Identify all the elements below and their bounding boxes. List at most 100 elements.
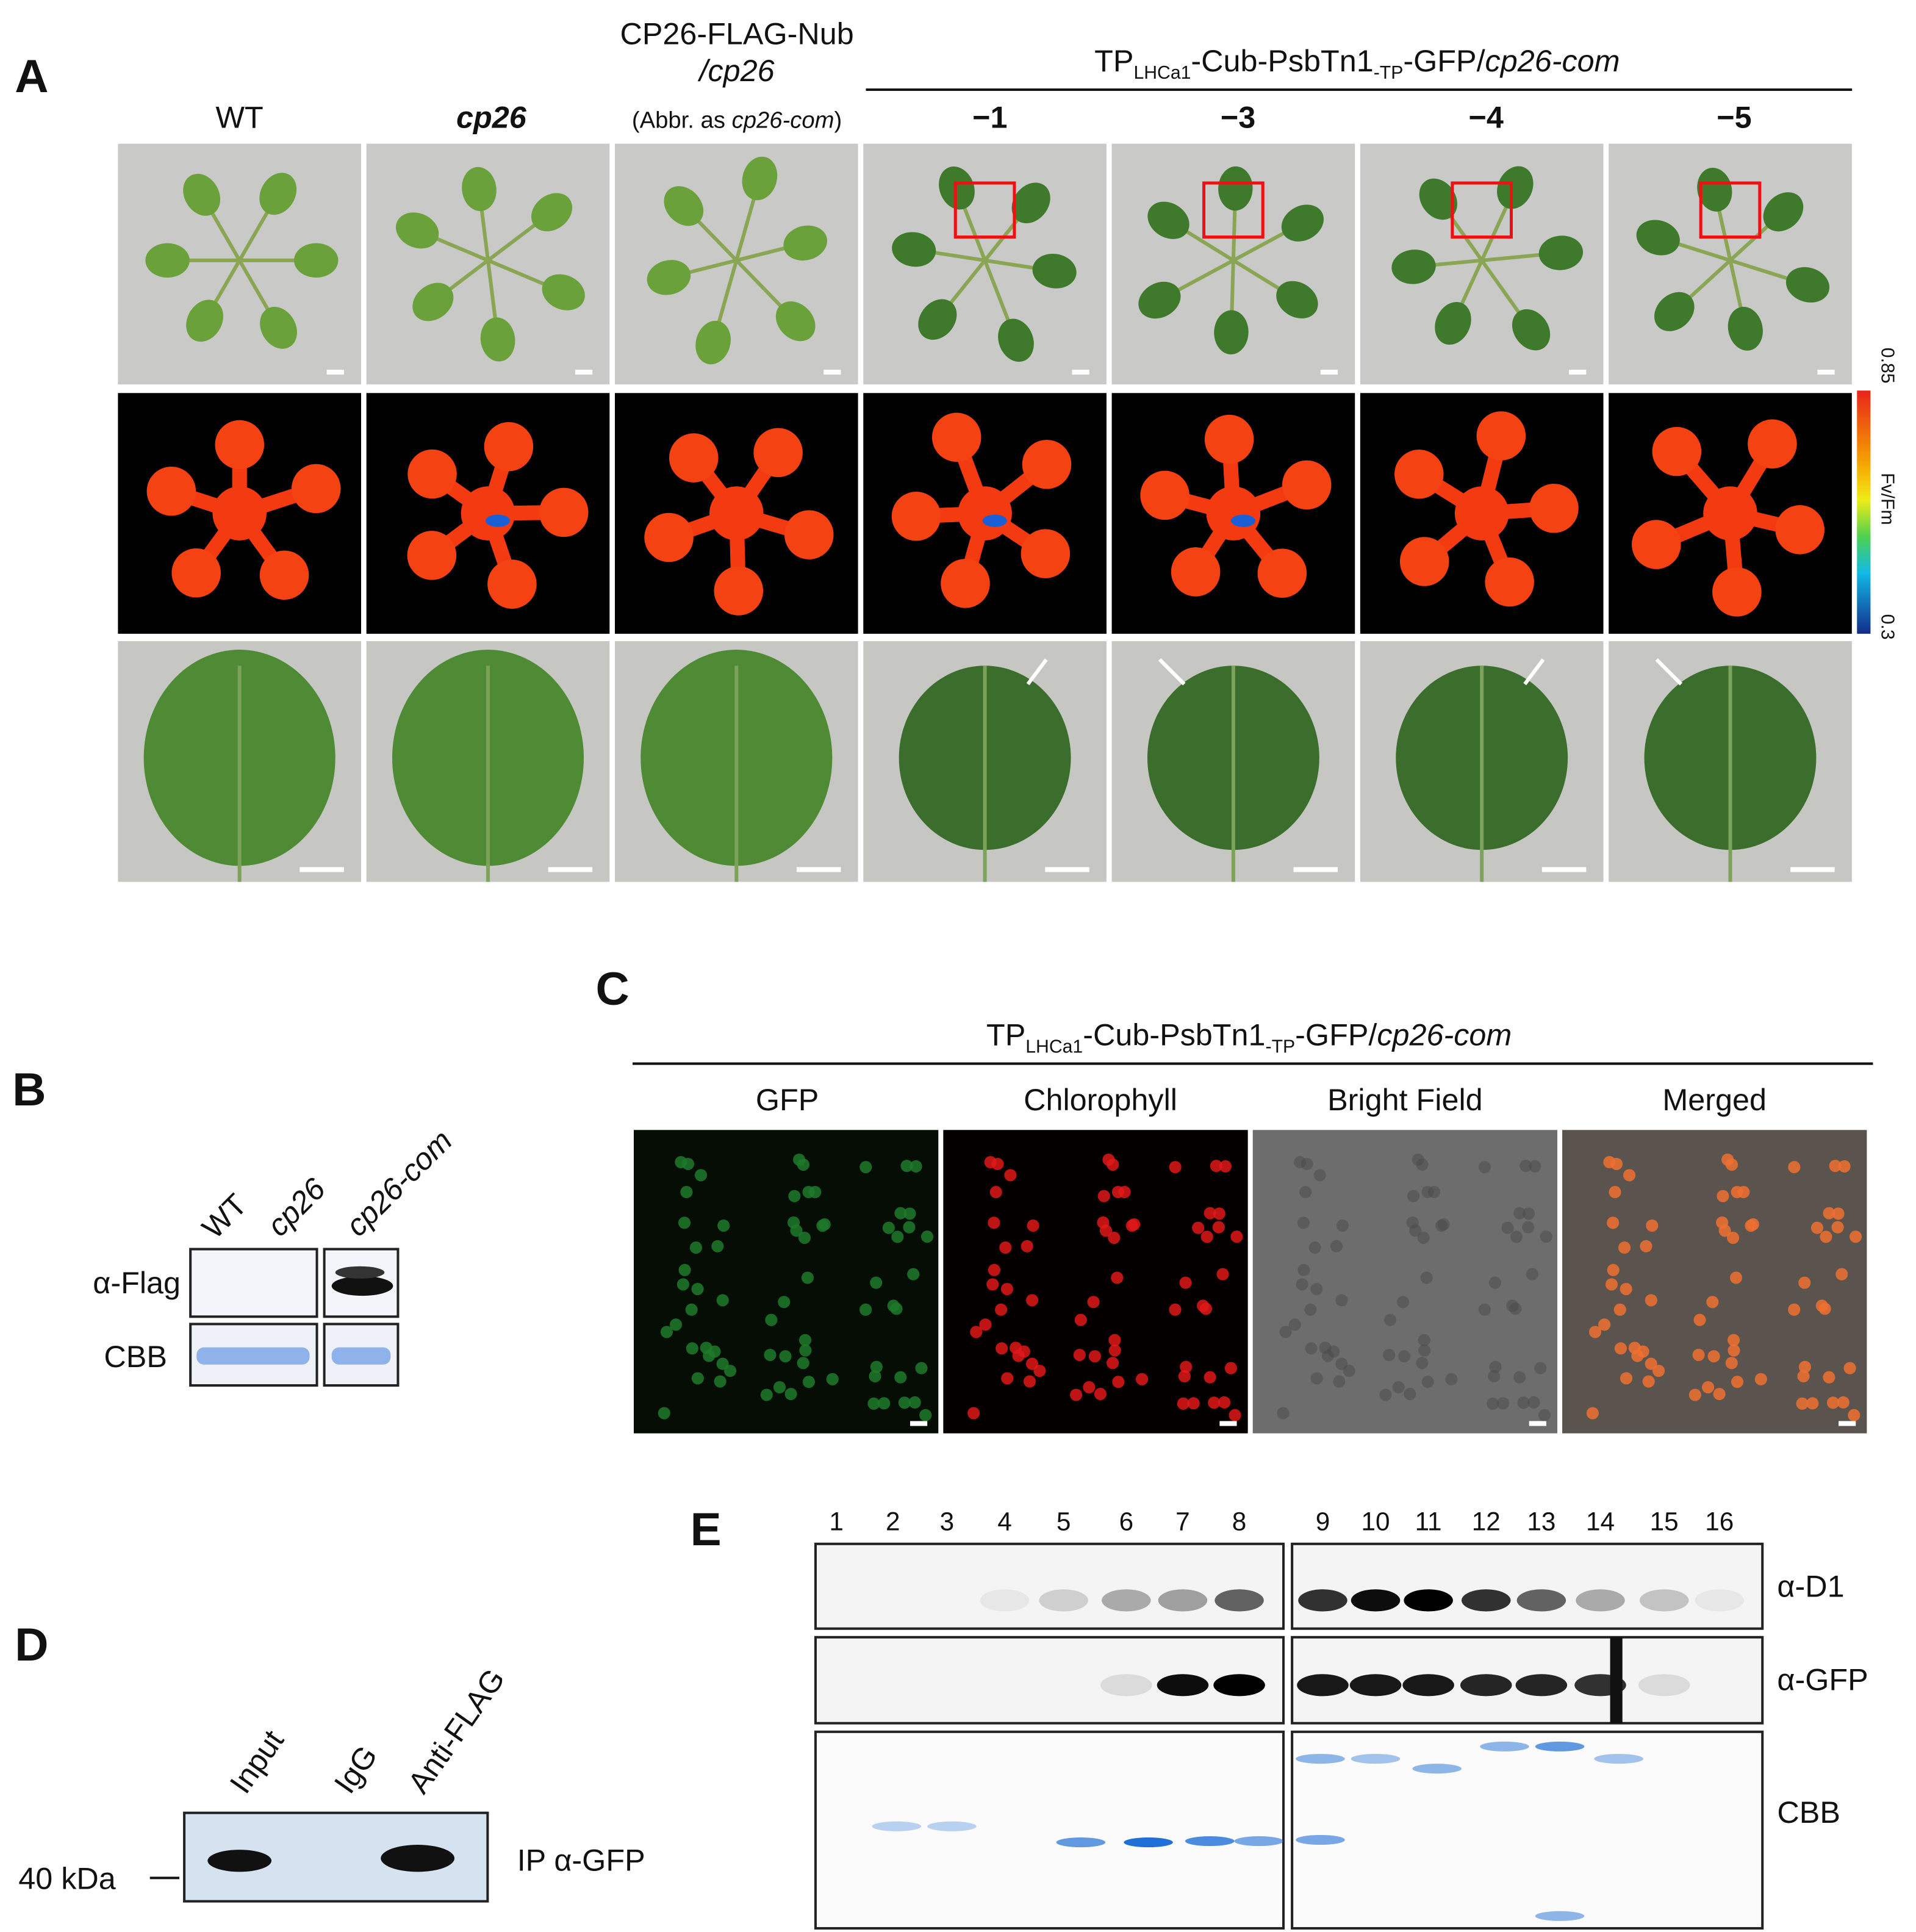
chloroplast (1798, 1360, 1812, 1373)
colorbar-label: Fv/Fm (1878, 473, 1898, 525)
band (980, 1589, 1030, 1612)
leaf (487, 559, 537, 609)
chloroplast (1832, 1207, 1845, 1220)
chloroplast (1478, 1303, 1491, 1316)
scale-bar (300, 867, 344, 872)
lane-label: WT (195, 1187, 254, 1246)
leaf (742, 156, 778, 201)
scale-bar (1569, 370, 1587, 375)
chloroplast (1383, 1348, 1396, 1362)
chloroplast (1088, 1350, 1101, 1363)
chloroplast (1642, 1375, 1655, 1388)
chloroplast (1488, 1370, 1501, 1383)
chloroplast (1523, 1207, 1535, 1220)
band (331, 1276, 393, 1296)
chloroplast (1169, 1161, 1182, 1174)
chloroplast (717, 1219, 730, 1232)
chloroplast (1200, 1230, 1213, 1243)
chloroplast (1646, 1219, 1659, 1232)
chloroplast (1404, 1388, 1416, 1401)
leaf (186, 300, 223, 342)
arrow (1158, 658, 1186, 686)
chloroplast (989, 1186, 1002, 1199)
chloroplast (1820, 1230, 1832, 1243)
chloroplast (1073, 1348, 1086, 1362)
scale-bar (1529, 1421, 1546, 1426)
scale-bar (575, 370, 593, 375)
leaf (542, 274, 585, 311)
chloroplast (1128, 1218, 1141, 1231)
column-label: −4 (1469, 99, 1504, 134)
leaf (644, 512, 694, 562)
chloroplast (1496, 1397, 1510, 1410)
chloroplast (1614, 1342, 1627, 1355)
chloroplast (1297, 1263, 1310, 1276)
chloroplast (1835, 1268, 1848, 1280)
chloroplast (1299, 1186, 1312, 1199)
construct-label: TPLHCa1-Cub-PsbTn1-TP-GFP/cp26-com (986, 1017, 1512, 1057)
lane-label: cp26-com (339, 1123, 459, 1243)
leaf (892, 232, 936, 267)
chloroplast (870, 1360, 883, 1373)
chloroplast (678, 1216, 691, 1229)
chloroplast (1178, 1370, 1191, 1383)
band (1100, 1674, 1152, 1697)
chloroplast (1213, 1207, 1225, 1220)
panel-label: B (12, 1064, 46, 1116)
leaf (695, 320, 731, 365)
chloroplast (1623, 1169, 1636, 1182)
chloroplast (1586, 1407, 1599, 1420)
chloroplast (1628, 1341, 1641, 1354)
scale-bar (1219, 1421, 1237, 1426)
leaf (918, 299, 957, 340)
chloroplast (1818, 1302, 1831, 1315)
scale-bar (823, 370, 841, 375)
chloroplast (994, 1303, 1008, 1316)
chloroplast (764, 1348, 777, 1362)
fraction-label: 13 (1527, 1507, 1555, 1536)
chloroplast (1420, 1271, 1433, 1284)
column-label: −5 (1717, 99, 1751, 134)
chloroplast (689, 1241, 703, 1254)
chloroplast (870, 1276, 883, 1289)
chloroplast (1277, 1407, 1290, 1420)
leaf (1282, 460, 1332, 510)
leaf (1218, 166, 1253, 211)
chloroplast (1831, 1221, 1844, 1234)
leaf (1022, 439, 1072, 489)
leaf (260, 306, 297, 349)
chloroplast (1333, 1375, 1346, 1388)
chloroplast (1279, 1326, 1292, 1338)
chloroplast (660, 1326, 673, 1338)
leaf (407, 531, 457, 580)
chloroplast (1437, 1218, 1450, 1231)
column-label: /cp26 (698, 53, 775, 88)
leaf (395, 212, 439, 249)
chloroplast (1713, 1388, 1726, 1401)
chloroplast (1288, 1318, 1301, 1331)
scale-bar (1045, 867, 1089, 872)
chloroplast (784, 1388, 797, 1401)
band (1638, 1674, 1690, 1697)
cbb-band (1296, 1754, 1345, 1764)
row-label: α-D1 (1777, 1568, 1844, 1603)
chloroplast (859, 1303, 872, 1316)
chloroplast (1406, 1216, 1419, 1229)
fraction-label: 15 (1650, 1507, 1679, 1536)
chloroplast (1025, 1357, 1039, 1370)
chloroplast (826, 1373, 839, 1385)
chloroplast (1640, 1240, 1652, 1252)
leaf (412, 282, 454, 321)
leaf (1763, 192, 1804, 232)
fraction-label: 3 (940, 1507, 955, 1536)
chloroplast (1850, 1230, 1862, 1243)
scale-bar (1320, 370, 1338, 375)
chloroplast (1527, 1396, 1540, 1409)
panel-label: E (691, 1504, 722, 1556)
smear (1610, 1637, 1623, 1723)
chloroplast (988, 1216, 1000, 1229)
chloroplast (685, 1303, 698, 1316)
scale-bar (1293, 867, 1338, 872)
arrow (1026, 658, 1048, 686)
chloroplast (1177, 1397, 1189, 1410)
